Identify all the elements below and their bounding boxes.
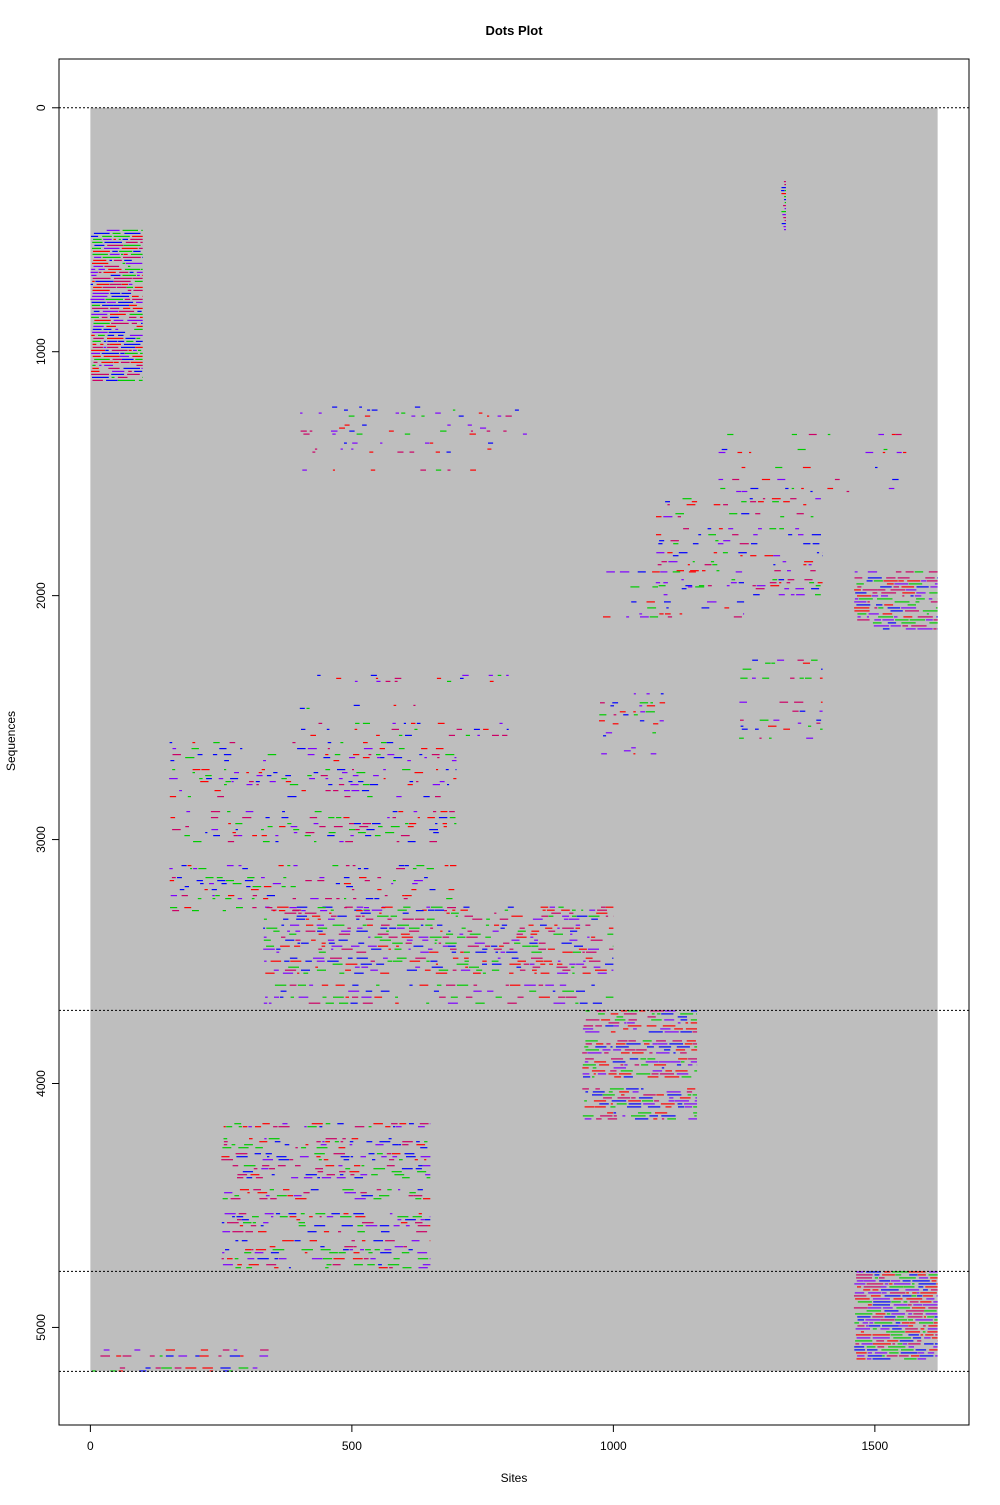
y-axis-label: Sequences xyxy=(4,711,18,771)
y-tick-label: 4000 xyxy=(34,1070,48,1097)
background-region xyxy=(90,108,937,1372)
y-tick-label: 1000 xyxy=(34,338,48,365)
x-tick-label: 0 xyxy=(87,1439,94,1453)
x-tick-label: 1000 xyxy=(600,1439,627,1453)
x-tick-label: 1500 xyxy=(862,1439,889,1453)
x-axis: 0 500 1000 1500 xyxy=(87,1425,888,1453)
x-tick-label: 500 xyxy=(342,1439,362,1453)
y-tick-label: 5000 xyxy=(34,1314,48,1341)
y-tick-label: 2000 xyxy=(34,582,48,609)
y-tick-label: 0 xyxy=(34,104,48,111)
y-axis: 0 1000 2000 3000 4000 5000 xyxy=(34,104,59,1341)
y-tick-label: 3000 xyxy=(34,826,48,853)
chart-title: Dots Plot xyxy=(485,23,543,38)
x-axis-label: Sites xyxy=(501,1471,528,1485)
alignment-background xyxy=(90,108,937,1372)
